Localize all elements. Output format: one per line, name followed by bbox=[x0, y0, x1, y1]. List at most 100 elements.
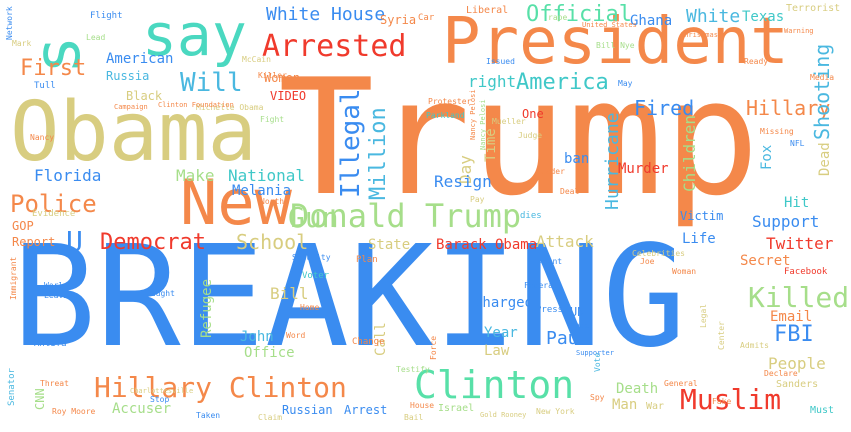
word-arrest: Arrest bbox=[344, 403, 388, 417]
word-women: Women bbox=[264, 71, 301, 85]
word-roy-moore: Roy Moore bbox=[52, 407, 96, 416]
word-fbi: FBI bbox=[774, 322, 814, 347]
word-general: General bbox=[664, 379, 698, 388]
word-syria: Syria bbox=[380, 13, 417, 27]
word-first: First bbox=[20, 56, 87, 81]
word-cnn: CNN bbox=[33, 388, 47, 410]
word-change: Change bbox=[352, 337, 385, 347]
word-legal: Legal bbox=[699, 303, 708, 328]
word-illegal: Illegal bbox=[336, 88, 366, 198]
word-obama: Obama bbox=[10, 85, 257, 180]
word-admits: Admits bbox=[740, 341, 769, 350]
word-network: Network bbox=[5, 6, 14, 40]
word-one: One bbox=[522, 107, 544, 121]
word-terrorist: Terrorist bbox=[786, 3, 841, 14]
word-facebook: Facebook bbox=[784, 267, 828, 277]
word-mark: Mark bbox=[12, 39, 32, 48]
word-new-york: New York bbox=[536, 407, 575, 416]
word-deal: Deal bbox=[560, 187, 580, 196]
word-hit: Hit bbox=[784, 195, 810, 211]
word-florida: Florida bbox=[34, 166, 102, 185]
word-flight: Flight bbox=[90, 11, 123, 21]
word-breaking: BREAKING bbox=[12, 216, 687, 379]
word-testify: Testify bbox=[396, 365, 430, 374]
word-police: Police bbox=[10, 190, 97, 218]
word-victim: Victim bbox=[680, 209, 724, 223]
word-hillary-clinton: Hillary Clinton bbox=[94, 371, 347, 404]
word-dies: dies bbox=[520, 211, 542, 221]
word-evidence: Evidence bbox=[32, 209, 76, 219]
word-million: Million bbox=[366, 107, 391, 200]
word-melania: Melania bbox=[232, 183, 292, 199]
word-man: Man bbox=[612, 397, 638, 413]
word-threat: Threat bbox=[40, 379, 69, 388]
word-security: Security bbox=[292, 253, 331, 262]
word-warning: Warning bbox=[784, 27, 814, 35]
word-un: UN bbox=[570, 305, 585, 319]
word-muslim: Muslim bbox=[680, 383, 782, 416]
word-russian: Russian bbox=[282, 403, 333, 417]
word-state: State bbox=[368, 237, 411, 253]
word-tull: Tull bbox=[34, 81, 56, 91]
word-media: Media bbox=[810, 73, 835, 82]
word-center: Center bbox=[717, 321, 726, 350]
word-missing: Missing bbox=[760, 127, 794, 136]
word-nancy-pelosi-a: Nancy Pelosi bbox=[479, 99, 487, 150]
word-issued: Issued bbox=[486, 57, 515, 66]
word-liberal: Liberal bbox=[466, 5, 509, 16]
word-hillary: Hillary bbox=[746, 96, 831, 120]
word-war: War bbox=[646, 401, 665, 412]
word-mccain: McCain bbox=[242, 55, 271, 64]
word-charged: charged bbox=[474, 295, 534, 311]
word-leaving: Leaving bbox=[44, 291, 78, 300]
word-voter: Voter bbox=[302, 271, 330, 281]
word-plan: Plan bbox=[356, 255, 378, 265]
word-fired: Fired bbox=[634, 96, 695, 120]
word-year: Year bbox=[484, 325, 518, 341]
word-fox: Fox bbox=[759, 144, 775, 170]
word-secret: Secret bbox=[740, 253, 791, 269]
word-mueller: Mueller bbox=[492, 117, 526, 126]
word-campaign: Campaign bbox=[114, 103, 148, 111]
word-ghana: Ghana bbox=[630, 13, 673, 29]
word-murder: Murder bbox=[618, 161, 669, 177]
word-arrested: Arrested bbox=[262, 29, 407, 64]
word-john: John bbox=[240, 329, 274, 345]
word-claim: Claim bbox=[258, 413, 283, 422]
word-word: Word bbox=[286, 331, 306, 340]
word-trump: Trump bbox=[278, 44, 760, 231]
word-parkland: Parkland bbox=[426, 111, 465, 120]
word-dead: Dead bbox=[817, 142, 833, 176]
word-must: Must bbox=[810, 405, 835, 416]
word-attack: Attack bbox=[536, 232, 594, 251]
word-united-states: United States bbox=[582, 21, 637, 29]
word-protester: Protester bbox=[428, 97, 472, 106]
word-will: Will bbox=[180, 68, 243, 98]
word-gun: Gun bbox=[288, 201, 339, 234]
word-bill: Bill bbox=[270, 284, 309, 303]
word-agent: Agent bbox=[538, 257, 563, 266]
word-new: New bbox=[180, 166, 292, 239]
word-death: Death bbox=[616, 381, 659, 397]
word-press: Press bbox=[536, 305, 564, 315]
word-north: North bbox=[260, 197, 285, 206]
word-clinton-foundation: Clinton Foundation bbox=[158, 101, 234, 109]
word-donald-trump: Donald Trump bbox=[290, 197, 522, 235]
word-russia: Russia bbox=[106, 69, 150, 83]
word-black: Black bbox=[126, 89, 163, 103]
word-paul: Paul bbox=[546, 328, 590, 349]
word-sanders: Sanders bbox=[776, 379, 819, 390]
word-gold-rooney: Gold Rooney bbox=[480, 411, 527, 419]
word-leader: Leader bbox=[536, 167, 565, 176]
word-official: Official bbox=[526, 2, 632, 27]
word-twitter: Twitter bbox=[766, 234, 834, 253]
word-declare: Declare bbox=[764, 369, 798, 378]
word-american: American bbox=[106, 51, 174, 67]
word-ban: ban bbox=[564, 151, 590, 167]
word-clinton: Clinton bbox=[414, 363, 575, 407]
word-law: Law bbox=[484, 343, 510, 359]
word-world: World bbox=[44, 281, 69, 290]
word-gop: GOP bbox=[12, 219, 34, 233]
word-israel: Israel bbox=[438, 403, 475, 414]
